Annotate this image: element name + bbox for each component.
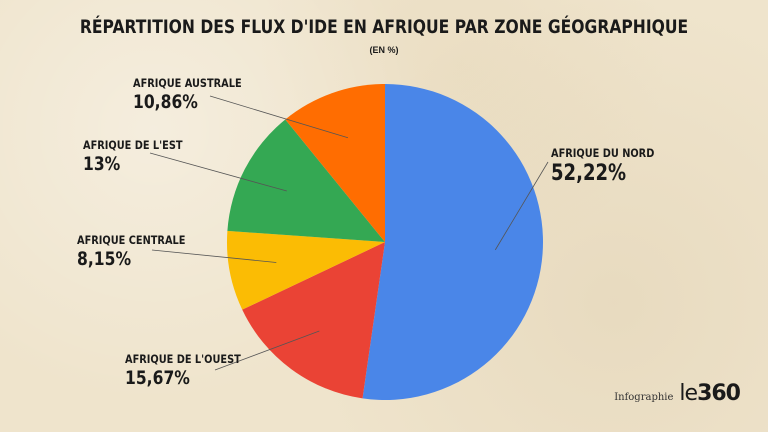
slice-name: AFRIQUE CENTRALE <box>77 233 186 247</box>
slice-value: 52,22% <box>551 161 627 186</box>
slice-name: AFRIQUE AUSTRALE <box>133 76 242 90</box>
label-afrique-centrale: AFRIQUE CENTRALE 8,15% <box>77 233 205 270</box>
chart-subtitle: (EN %) <box>369 45 399 55</box>
leader-line <box>214 330 320 371</box>
leader-line <box>151 249 277 263</box>
label-afrique-de-l-ouest: AFRIQUE DE L'OUEST 15,67% <box>125 352 261 389</box>
slice-value: 15,67% <box>125 367 190 389</box>
pie-slice-afrique-centrale <box>227 230 385 310</box>
label-afrique-du-nord: AFRIQUE DU NORD 52,22% <box>551 146 673 186</box>
pie-slice-afrique-de-l-est <box>227 119 385 242</box>
slice-name: AFRIQUE DE L'OUEST <box>125 352 241 366</box>
leader-line <box>209 95 349 139</box>
slice-name: AFRIQUE DU NORD <box>551 146 655 160</box>
pie-slice-afrique-du-nord <box>362 84 543 400</box>
label-afrique-de-l-est: AFRIQUE DE L'EST 13% <box>83 138 200 175</box>
label-afrique-australe: AFRIQUE AUSTRALE 10,86% <box>133 76 261 113</box>
credit: Infographie le360 <box>614 381 741 406</box>
slice-value: 10,86% <box>133 91 198 113</box>
slice-value: 13% <box>83 153 121 175</box>
credit-word: Infographie <box>614 392 674 403</box>
leader-line <box>494 161 549 251</box>
chart-title: RÉPARTITION DES FLUX D'IDE EN AFRIQUE PA… <box>79 16 689 38</box>
pie-slice-afrique-australe <box>285 84 385 242</box>
pie-slice-afrique-de-l-ouest <box>242 242 385 399</box>
leader-line <box>149 152 287 192</box>
le360-logo: le360 <box>679 381 741 406</box>
slice-value: 8,15% <box>77 248 132 270</box>
slice-name: AFRIQUE DE L'EST <box>83 138 183 152</box>
